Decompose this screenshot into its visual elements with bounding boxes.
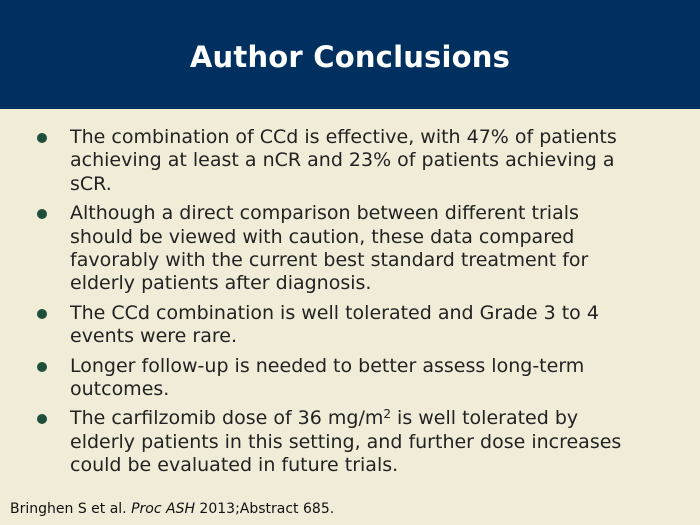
- bullet-text-end: is well tolerated by elderly patients in…: [70, 407, 622, 477]
- title-bar: Author Conclusions: [0, 0, 700, 109]
- bullet-item: The carfilzomib dose of 36 mg/m2 is well…: [0, 407, 700, 477]
- citation-journal: Proc ASH: [131, 501, 195, 517]
- bullet-item: Longer follow-up is needed to better ass…: [0, 355, 700, 402]
- bullet-text-start: The carfilzomib dose of 36 mg/m: [70, 407, 384, 430]
- bullet-item: The combination of CCd is effective, wit…: [0, 126, 700, 196]
- bullet-dot-icon: [37, 133, 47, 143]
- bullet-text: The combination of CCd is effective, wit…: [70, 126, 617, 195]
- citation: Bringhen S et al. Proc ASH 2013;Abstract…: [10, 500, 334, 518]
- bullet-text: Although a direct comparison between dif…: [70, 202, 589, 295]
- citation-details: 2013;Abstract 685.: [194, 501, 335, 517]
- bullet-text: The CCd combination is well tolerated an…: [70, 301, 599, 348]
- bullet-dot-icon: [37, 361, 47, 372]
- bullet-dot-icon: [37, 414, 47, 425]
- bullet-dot-icon: [37, 308, 47, 319]
- bullet-list: The combination of CCd is effective, wit…: [0, 126, 700, 484]
- citation-authors: Bringhen S et al.: [10, 501, 132, 517]
- bullet-item: Although a direct comparison between dif…: [0, 202, 700, 296]
- bullet-dot-icon: [37, 209, 47, 220]
- slide-title: Author Conclusions: [189, 40, 511, 74]
- bullet-text: Longer follow-up is needed to better ass…: [70, 354, 585, 401]
- bullet-item: The CCd combination is well tolerated an…: [0, 302, 700, 349]
- superscript-exponent: 2: [383, 407, 392, 422]
